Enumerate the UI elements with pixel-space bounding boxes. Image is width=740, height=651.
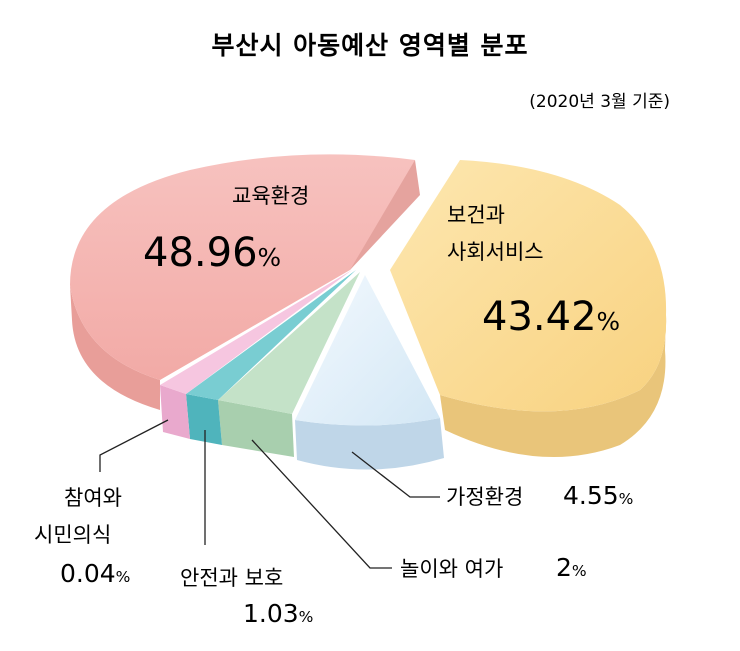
label-health-unit: %: [597, 307, 621, 336]
label-civic-value: 0.04%: [60, 559, 130, 588]
slice-wall-health: [440, 315, 667, 457]
slice-wall-civic: [160, 385, 190, 439]
leader-line-play: [251, 439, 392, 569]
slice-education: [70, 154, 415, 380]
label-civic-unit: %: [116, 568, 131, 586]
label-health-name-line2: 사회서비스: [447, 240, 544, 264]
label-education-unit: %: [258, 243, 282, 272]
label-play-value-number: 2: [556, 553, 572, 582]
label-play-name: 놀이와 여가: [400, 557, 503, 581]
label-health-value: 43.42%: [482, 294, 620, 340]
label-family-unit: %: [619, 490, 634, 508]
slice-family: [295, 275, 440, 426]
slice-tops: [70, 154, 667, 426]
label-education-name: 교육환경: [232, 184, 309, 208]
label-education-value-number: 48.96: [143, 230, 258, 276]
slice-play: [218, 272, 360, 414]
label-health-name-line1: 보건과: [447, 203, 505, 227]
label-civic-value-number: 0.04: [60, 559, 116, 588]
leader-line-family: [351, 451, 440, 498]
label-play-unit: %: [572, 562, 587, 580]
label-education-value: 48.96%: [143, 230, 281, 276]
leader-line-civic: [99, 419, 169, 472]
slice-wall-safety: [186, 394, 222, 445]
label-civic-name-line1: 참여와: [64, 486, 122, 510]
slice-civic: [160, 270, 352, 394]
label-health-value-number: 43.42: [482, 294, 597, 340]
label-family-value-number: 4.55: [563, 481, 619, 510]
label-play-value: 2%: [556, 553, 587, 582]
slice-health: [390, 160, 667, 412]
leader-lines: [99, 419, 440, 569]
label-safety-value: 1.03%: [243, 599, 313, 628]
label-civic-name-line2: 시민의식: [34, 523, 111, 547]
chart-title: 부산시 아동예산 영역별 분포: [211, 31, 528, 60]
label-safety-name: 안전과 보호: [180, 566, 283, 590]
slice-safety: [186, 270, 356, 400]
label-safety-unit: %: [299, 608, 314, 626]
chart-subtitle: (2020년 3월 기준): [529, 92, 670, 112]
label-family-value: 4.55%: [563, 481, 633, 510]
label-safety-value-number: 1.03: [243, 599, 299, 628]
label-family-name: 가정환경: [446, 485, 523, 509]
slice-wall-family: [295, 418, 444, 470]
slice-wall-play: [218, 400, 294, 457]
slice-wall-education: [70, 285, 160, 410]
slice-labels: 교육환경 48.96% 보건과 사회서비스 43.42% 가정환경 4.55% …: [34, 184, 633, 628]
